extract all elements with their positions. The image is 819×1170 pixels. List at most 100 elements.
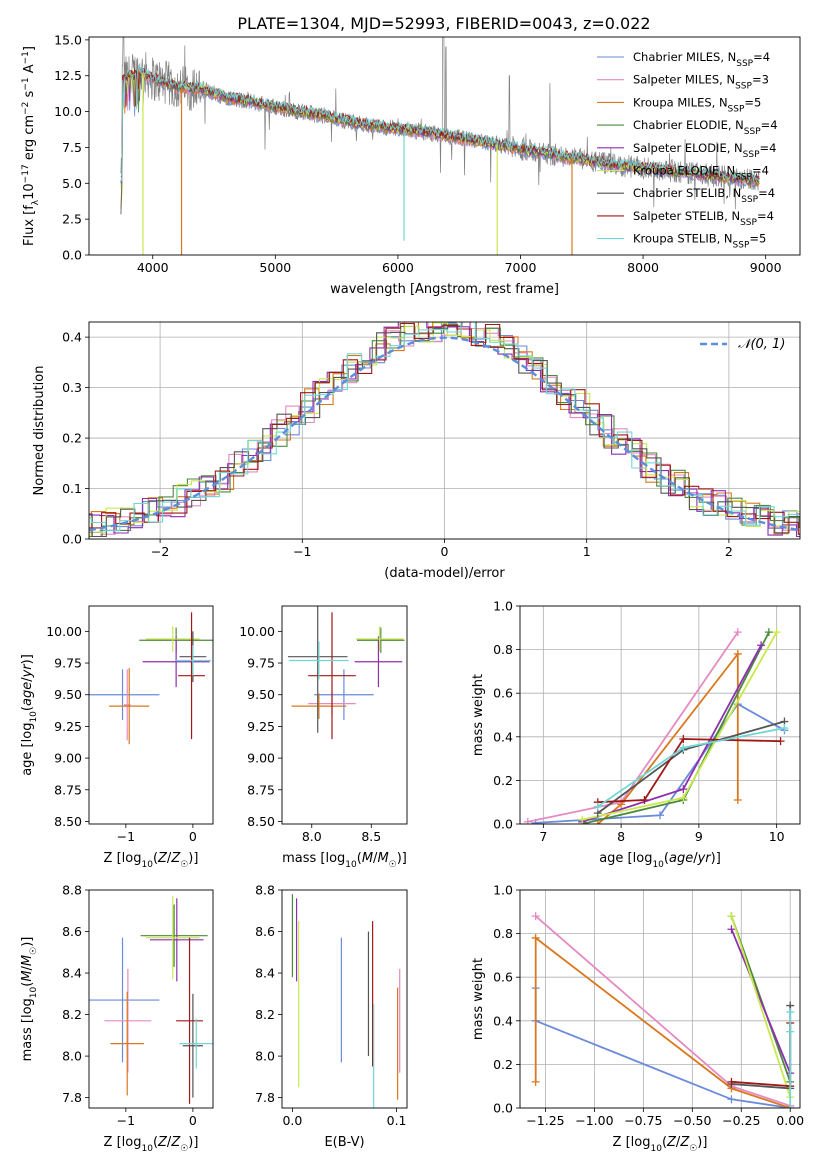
y-tick-label: 9.00 — [54, 751, 82, 766]
x-axis-label-part: )] — [188, 1135, 198, 1150]
y-axis-label-part: 10 — [29, 986, 39, 998]
x-axis-label-part: ( — [357, 851, 362, 866]
residual-histogram — [89, 322, 800, 538]
weight-marker — [531, 933, 540, 942]
x-tick-label: −1.25 — [526, 1113, 564, 1128]
weight-marker — [757, 641, 766, 650]
y-axis-label-part: )] — [20, 654, 35, 664]
y-axis-label-part: M — [20, 955, 35, 966]
y-axis-label-part: −17 — [21, 164, 31, 183]
x-axis-label-part: 10 — [141, 860, 153, 870]
legend-sub: SSP — [736, 59, 753, 69]
weight-marker — [727, 925, 736, 934]
weight-series-line — [730, 928, 792, 1074]
residuals-plot-area — [89, 322, 800, 538]
y-tick-label: 8.8 — [255, 883, 275, 898]
legend-label: Chabrier ELODIE, NSSP=4 — [633, 118, 778, 137]
axes-frame — [88, 36, 801, 256]
weight-marker — [780, 724, 789, 733]
x-axis-label: wavelength [Angstrom, rest frame] — [330, 282, 559, 297]
x-tick-label: 8.5 — [361, 829, 381, 844]
weight-series-line — [534, 936, 791, 1108]
x-tick-label: −0.50 — [673, 1113, 711, 1128]
y-tick-label: 0.3 — [62, 380, 82, 395]
weight-marker — [733, 649, 742, 658]
x-tick-label: 2 — [725, 544, 733, 559]
weight-marker — [733, 628, 742, 637]
x-axis-label: Z [log10(Z/Z☉)] — [104, 1135, 199, 1154]
x-axis-label-part: 10 — [345, 860, 357, 870]
y-tick-label: 7.8 — [255, 1090, 275, 1105]
weight-marker — [640, 796, 649, 805]
y-axis-label-part: Normed distribution — [32, 366, 47, 496]
x-axis-label-part: Z — [157, 1135, 168, 1150]
y-axis-label-part: −2 — [21, 102, 31, 115]
x-axis-label-part: M — [377, 851, 388, 866]
x-axis-label-part: / — [676, 1135, 681, 1150]
x-tick-label: 10 — [769, 829, 785, 844]
legend-n: =4 — [761, 118, 778, 132]
y-axis-label-part: mass [log — [20, 998, 35, 1061]
x-tick-label: −1 — [117, 829, 135, 844]
legend-label: Salpeter STELIB, NSSP=4 — [633, 209, 774, 228]
y-tick-label: 1.0 — [493, 599, 513, 614]
x-axis-label-part: 10 — [650, 1144, 662, 1154]
legend-label: Chabrier MILES, NSSP=4 — [633, 50, 770, 69]
x-tick-label: 9 — [695, 829, 703, 844]
y-tick-label: 0.0 — [493, 817, 513, 832]
y-axis-label-part: 10 — [22, 183, 37, 200]
weight-marker — [786, 1027, 795, 1036]
weight-series-line — [535, 915, 791, 1107]
y-tick-label: 9.25 — [247, 719, 275, 734]
axes-frame — [88, 889, 214, 1109]
x-axis-label-part: ☉ — [180, 1144, 188, 1154]
legend-sub: SSP — [741, 195, 758, 205]
y-tick-label: 8.2 — [62, 1007, 82, 1022]
legend-sub: SSP — [735, 173, 752, 183]
y-axis-label: Normed distribution — [32, 366, 47, 496]
x-axis-label-part: Z — [679, 1135, 690, 1150]
x-axis-label: E(B-V) — [324, 1135, 364, 1150]
weight-marker — [578, 815, 587, 824]
weight_vs_Z-panel: −1.25 −1.00 −0.75 −0.50 −0.25 0.00 0.0 0.2 0.4 0.… — [471, 883, 804, 1155]
weight-marker — [786, 1104, 795, 1108]
y-axis-label: mass weight — [471, 674, 486, 756]
x-axis-label-part: M — [362, 851, 373, 866]
weight-marker — [679, 793, 688, 802]
x-axis-label-part: Z — [157, 851, 168, 866]
y-axis-label-part: / — [20, 677, 35, 682]
weight-series-line — [731, 1005, 792, 1090]
y-axis-label: mass weight — [471, 958, 486, 1040]
legend-sub: SSP — [735, 82, 752, 92]
y-axis-label-part: mass weight — [471, 674, 486, 756]
y-tick-label: 9.00 — [247, 751, 275, 766]
y-tick-label: 9.75 — [247, 656, 275, 671]
legend-name: Chabrier STELIB, N — [633, 186, 741, 200]
legend-n: =4 — [760, 141, 777, 155]
y-axis-label-part: ( — [20, 982, 35, 987]
spectrum-panel: 4000 5000 6000 7000 8000 9000 0.0 2.5 5.0 7.5 10.0… — [21, 32, 801, 297]
y-tick-label: 7.5 — [62, 140, 82, 155]
x-tick-label: −1.00 — [575, 1113, 613, 1128]
legend-name: Chabrier ELODIE, N — [633, 118, 744, 132]
weight-marker — [656, 811, 664, 820]
weight-series-line — [534, 988, 791, 1108]
weight-series-line — [597, 738, 781, 804]
y-tick-label: 8.2 — [255, 1007, 275, 1022]
legend-label: Chabrier STELIB, NSSP=4 — [633, 186, 775, 205]
y-axis-label-part: ( — [20, 706, 35, 711]
x-tick-label: 7 — [539, 829, 547, 844]
y-tick-label: 8.4 — [255, 966, 275, 981]
weight-marker — [776, 737, 785, 746]
x-axis-label-part: age [log — [599, 851, 652, 866]
axes-frame — [519, 889, 801, 1109]
x-tick-label: 1 — [583, 544, 591, 559]
x-tick-label: 0 — [189, 1113, 197, 1128]
spectrum-plot-area — [120, 37, 760, 255]
y-axis-label-part: ☉ — [29, 947, 39, 955]
age_vs_Z-plot-area — [89, 612, 213, 745]
y-axis-label-part: M — [20, 970, 35, 981]
figure-title: PLATE=1304, MJD=52993, FIBERID=0043, z=0… — [237, 14, 650, 33]
